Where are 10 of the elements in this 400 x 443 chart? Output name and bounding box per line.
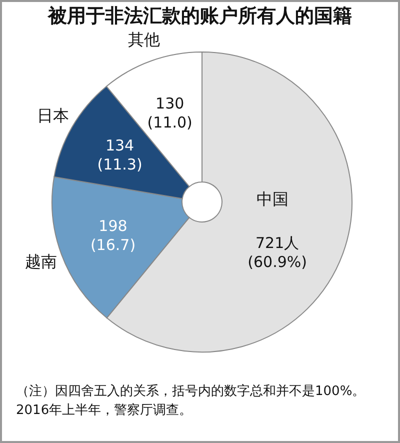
data-label: 198 (16.7) [90, 217, 136, 254]
data-label: 134 (11.3) [97, 136, 142, 174]
chart-title: 被用于非法汇款的账户所有人的国籍 [47, 5, 352, 28]
slice-label: 其他 [128, 30, 160, 50]
slice-label: 越南 [24, 252, 57, 272]
slice-label: 中国 [256, 189, 289, 208]
slice-label: 日本 [37, 106, 70, 125]
data-label: 721人 (60.9%) [248, 234, 307, 271]
text: （注）因四舍五入的关系，括号内的数字总和并不是100%。2016年上半年，警察厅调查。 [16, 383, 366, 420]
data-label: 130 (11.0) [147, 94, 192, 132]
